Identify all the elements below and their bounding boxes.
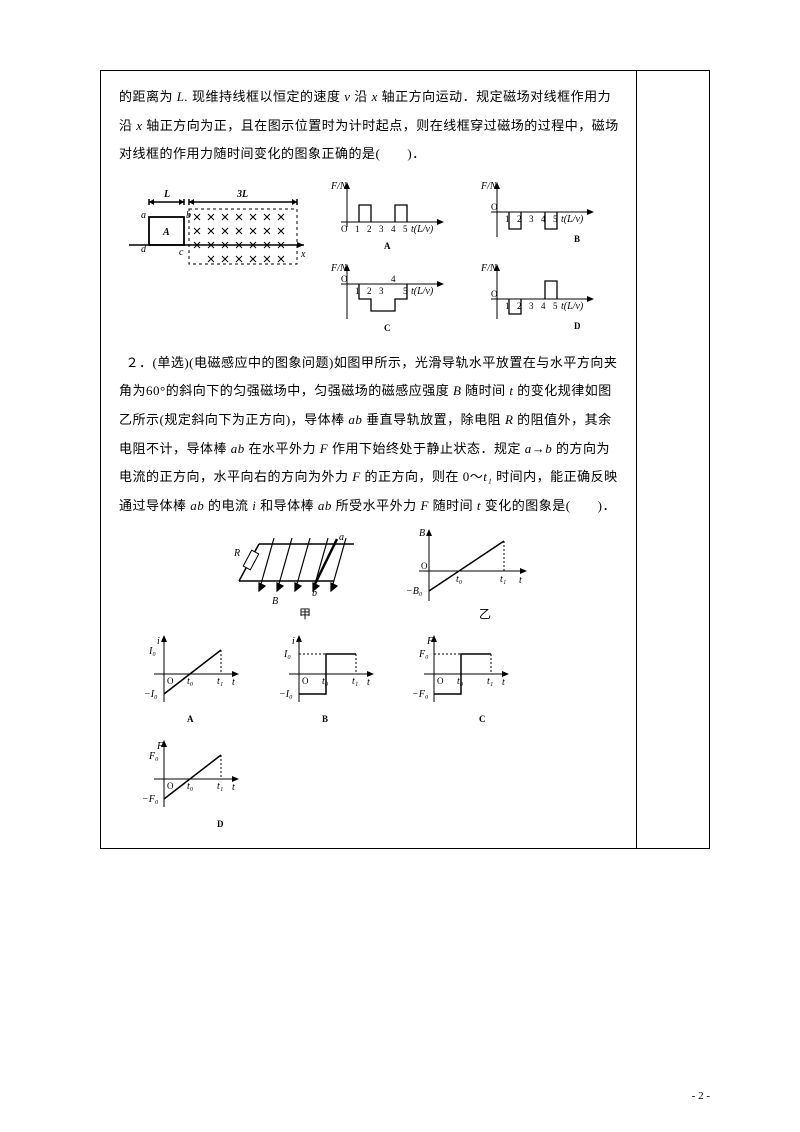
svg-text:5: 5 <box>403 224 408 234</box>
svg-text:O: O <box>421 561 428 571</box>
svg-text:D: D <box>574 321 581 331</box>
svg-text:F/N: F/N <box>480 263 498 274</box>
svg-text:t(L/v): t(L/v) <box>411 224 434 235</box>
svg-text:t₀: t₀ <box>457 676 464 687</box>
svg-text:t: t <box>232 677 235 688</box>
q1-figures: L 3L <box>119 177 620 337</box>
svg-text:F₀: F₀ <box>148 751 159 762</box>
svg-text:D: D <box>217 819 224 829</box>
svg-text:2: 2 <box>367 286 372 296</box>
q2-answer-figures: i t I₀ −I₀ O t₀ t₁ A i t I₀ −I₀ O t₀ t₁ … <box>139 632 620 832</box>
svg-text:4: 4 <box>391 274 396 284</box>
svg-text:A: A <box>384 241 391 251</box>
main-cell: 的距离为 L. 现维持线框以恒定的速度 v 沿 x 轴正方向运动．规定磁场对线框… <box>101 71 637 849</box>
q1-graph-c: F/N O 12345 t(L/v) C <box>329 259 449 337</box>
svg-text:−I₀: −I₀ <box>279 689 293 700</box>
svg-text:t(L/v): t(L/v) <box>561 301 584 312</box>
q2-text: ２．(单选)(电磁感应中的图象问题)如图甲所示，光滑导轨水平放置在与水平方向夹角… <box>119 349 620 521</box>
svg-text:O: O <box>341 224 348 234</box>
q2-bt-graph: B t O t₀ t₁ −B₀ 乙 <box>404 526 534 626</box>
svg-text:t₁: t₁ <box>217 781 223 792</box>
q1-graph-b: F/N O 12345 t(L/v) B <box>479 177 599 255</box>
svg-text:−F₀: −F₀ <box>412 689 429 700</box>
svg-text:−B₀: −B₀ <box>406 586 423 597</box>
svg-text:R: R <box>233 548 240 559</box>
svg-text:3L: 3L <box>236 189 248 200</box>
svg-text:B: B <box>419 528 425 539</box>
svg-text:I₀: I₀ <box>148 646 156 657</box>
q1-graph-d: F/N O 12345 t(L/v) D <box>479 259 599 337</box>
svg-text:3: 3 <box>379 286 384 296</box>
q1-wireframe-diagram: L 3L <box>119 177 309 277</box>
svg-text:t₀: t₀ <box>456 574 463 585</box>
svg-text:t: t <box>519 575 522 586</box>
q2-rail-diagram: a b R B 甲 <box>204 526 364 626</box>
svg-text:O: O <box>491 202 498 212</box>
svg-text:i: i <box>157 636 160 647</box>
svg-text:F/N: F/N <box>480 181 498 192</box>
q2-graph-a: i t I₀ −I₀ O t₀ t₁ A <box>139 632 244 727</box>
svg-text:F₀: F₀ <box>418 649 429 660</box>
svg-text:a: a <box>141 210 146 221</box>
svg-text:t₁: t₁ <box>487 676 493 687</box>
svg-text:t(L/v): t(L/v) <box>561 214 584 225</box>
svg-text:t: t <box>502 677 505 688</box>
svg-text:t₀: t₀ <box>187 781 194 792</box>
q2-setup-figures: a b R B 甲 B t O t₀ t₁ −B₀ 乙 <box>119 526 620 626</box>
svg-text:B: B <box>322 714 328 724</box>
svg-text:2: 2 <box>367 224 372 234</box>
svg-text:t₀: t₀ <box>187 676 194 687</box>
side-cell <box>636 71 709 849</box>
svg-text:3: 3 <box>529 301 534 311</box>
svg-text:c: c <box>179 247 184 258</box>
svg-text:A: A <box>162 227 170 238</box>
svg-text:F/N: F/N <box>330 263 348 274</box>
svg-text:1: 1 <box>355 224 360 234</box>
svg-text:3: 3 <box>529 214 534 224</box>
svg-text:O: O <box>437 676 444 686</box>
svg-text:b: b <box>186 210 191 221</box>
svg-text:t₁: t₁ <box>500 574 506 585</box>
svg-text:O: O <box>491 289 498 299</box>
svg-text:t₁: t₁ <box>217 676 223 687</box>
svg-text:O: O <box>341 274 348 284</box>
svg-text:O: O <box>167 676 174 686</box>
svg-text:C: C <box>384 323 391 333</box>
svg-text:乙: 乙 <box>479 607 491 621</box>
svg-text:t: t <box>232 782 235 793</box>
svg-text:甲: 甲 <box>299 607 311 621</box>
page-number: - 2 - <box>692 1090 710 1102</box>
svg-text:F: F <box>426 636 434 647</box>
svg-text:B: B <box>272 596 278 607</box>
q2-graph-d: F t F₀ −F₀ O t₀ t₁ D <box>139 737 244 832</box>
svg-text:t₁: t₁ <box>352 676 358 687</box>
q1-text: 的距离为 L. 现维持线框以恒定的速度 v 沿 x 轴正方向运动．规定磁场对线框… <box>119 83 620 169</box>
svg-text:i: i <box>292 636 295 647</box>
q2-graph-c: F t F₀ −F₀ O t₀ t₁ C <box>409 632 514 727</box>
svg-text:O: O <box>302 676 309 686</box>
svg-text:−I₀: −I₀ <box>144 689 158 700</box>
svg-text:5: 5 <box>553 301 558 311</box>
svg-text:t₀: t₀ <box>322 676 329 687</box>
svg-text:O: O <box>167 781 174 791</box>
svg-text:t: t <box>367 677 370 688</box>
svg-text:F/N: F/N <box>330 181 348 192</box>
svg-text:C: C <box>479 714 486 724</box>
q1-graph-a: F/N O 12345 t(L/v) A <box>329 177 449 255</box>
svg-text:−F₀: −F₀ <box>142 794 159 805</box>
svg-text:4: 4 <box>391 224 396 234</box>
svg-text:4: 4 <box>541 301 546 311</box>
svg-text:a: a <box>339 532 344 543</box>
svg-text:x: x <box>300 249 306 260</box>
svg-text:L: L <box>163 189 170 200</box>
svg-text:B: B <box>574 234 580 244</box>
q2-graph-b: i t I₀ −I₀ O t₀ t₁ B <box>274 632 379 727</box>
svg-text:t(L/v): t(L/v) <box>411 286 434 297</box>
svg-text:3: 3 <box>379 224 384 234</box>
svg-text:I₀: I₀ <box>283 649 291 660</box>
svg-text:A: A <box>187 714 194 724</box>
content-table: 的距离为 L. 现维持线框以恒定的速度 v 沿 x 轴正方向运动．规定磁场对线框… <box>100 70 710 849</box>
